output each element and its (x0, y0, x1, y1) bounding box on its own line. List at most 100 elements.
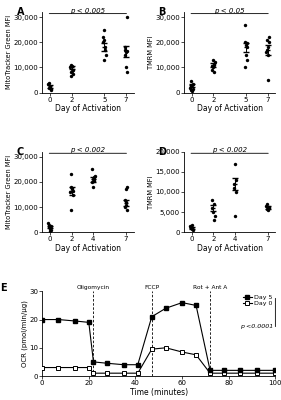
Point (266, 34, 271, 40)
Point (101, 26, 106, 33)
Point (211, 69, 216, 76)
X-axis label: Time (minutes): Time (minutes) (130, 388, 188, 396)
Point (188, 78, 193, 84)
Point (103, 44, 107, 50)
Point (68, 189, 72, 195)
Point (122, 52, 127, 58)
Point (267, 39, 271, 46)
Point (101, 39, 105, 46)
Point (90, 166, 95, 172)
Point (124, 201, 129, 208)
Point (101, 34, 105, 40)
Point (190, 226, 195, 232)
Point (48, 228, 53, 234)
Point (46, 81, 51, 87)
Point (124, 186, 128, 193)
Point (265, 206, 270, 212)
Point (233, 213, 237, 219)
X-axis label: Day of Activation: Day of Activation (197, 244, 263, 253)
Point (243, 39, 247, 46)
Point (122, 204, 127, 210)
Text: A: A (17, 7, 24, 17)
Point (244, 57, 249, 63)
Text: C: C (17, 147, 24, 157)
Y-axis label: OCR (pmol/min/µg): OCR (pmol/min/µg) (21, 300, 28, 367)
Point (264, 49, 269, 56)
Point (125, 14, 129, 20)
Point (264, 36, 269, 43)
X-axis label: Day of Activation: Day of Activation (55, 244, 121, 253)
Point (242, 21, 247, 28)
Point (266, 207, 270, 213)
Point (49, 86, 53, 92)
Point (212, 62, 216, 68)
Point (69, 69, 73, 76)
Point (210, 63, 215, 69)
Point (102, 36, 107, 43)
Point (125, 206, 130, 213)
Y-axis label: TMRM MFI: TMRM MFI (148, 175, 154, 209)
Point (47, 225, 52, 232)
Point (211, 64, 215, 71)
Point (92, 174, 96, 180)
Point (103, 52, 108, 58)
Point (124, 64, 128, 71)
Point (191, 86, 195, 92)
Point (70, 191, 75, 198)
Point (190, 82, 194, 88)
Point (189, 224, 194, 231)
Point (69, 184, 74, 190)
Point (266, 77, 270, 83)
Point (69, 185, 74, 192)
Y-axis label: TMRM MFI: TMRM MFI (148, 36, 154, 69)
Point (103, 46, 107, 53)
Point (211, 209, 215, 215)
Point (125, 69, 130, 76)
Point (243, 64, 248, 71)
Point (69, 68, 74, 74)
Text: E: E (0, 283, 7, 293)
Point (188, 223, 192, 230)
Point (264, 203, 269, 209)
Point (210, 197, 215, 203)
Point (71, 188, 75, 194)
Text: p < 0.002: p < 0.002 (212, 147, 247, 153)
Point (123, 196, 127, 203)
Y-axis label: MitoTracker Green MFI: MitoTracker Green MFI (6, 155, 12, 229)
Point (47, 224, 51, 230)
X-axis label: Day of Activation: Day of Activation (197, 104, 263, 113)
Point (189, 83, 194, 90)
Text: Oligomycin: Oligomycin (77, 285, 110, 290)
Point (190, 81, 195, 87)
Point (265, 201, 269, 207)
Point (48, 87, 53, 93)
Point (70, 63, 74, 69)
Point (68, 171, 73, 178)
Point (190, 222, 194, 228)
Point (210, 57, 215, 63)
Point (71, 67, 75, 73)
Point (189, 225, 193, 232)
Point (123, 199, 128, 205)
Point (245, 40, 250, 47)
Point (123, 44, 128, 50)
Point (189, 88, 194, 94)
Point (266, 44, 271, 50)
Point (125, 184, 129, 190)
Y-axis label: MitoTracker Green MFI: MitoTracker Green MFI (6, 15, 12, 89)
Point (124, 49, 128, 56)
Point (123, 46, 127, 53)
Point (91, 184, 95, 190)
Point (232, 181, 237, 187)
X-axis label: Day of Activation: Day of Activation (55, 104, 121, 113)
Point (234, 177, 238, 183)
Point (267, 205, 271, 211)
Point (244, 42, 248, 48)
Point (188, 84, 192, 91)
Point (48, 226, 53, 233)
Text: p < 0.05: p < 0.05 (214, 8, 245, 14)
Point (265, 46, 269, 53)
Point (234, 189, 239, 195)
Point (68, 73, 73, 80)
Point (232, 185, 236, 191)
